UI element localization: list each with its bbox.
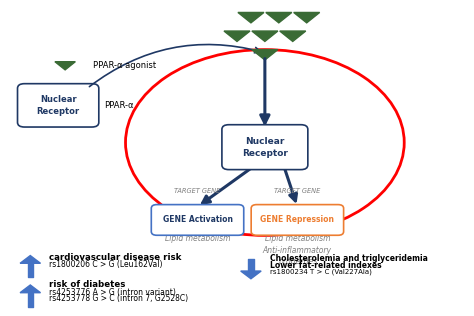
FancyBboxPatch shape (18, 84, 99, 127)
Polygon shape (20, 285, 40, 293)
Text: Nuclear
Receptor: Nuclear Receptor (36, 95, 80, 116)
Polygon shape (20, 256, 40, 263)
Text: rs4253778 G > C (intron 7, G2528C): rs4253778 G > C (intron 7, G2528C) (49, 294, 188, 303)
Polygon shape (252, 50, 278, 60)
Text: rs1800206 C > G (Leu162Val): rs1800206 C > G (Leu162Val) (49, 260, 163, 269)
Polygon shape (280, 31, 306, 41)
Polygon shape (266, 12, 292, 23)
Polygon shape (224, 31, 250, 41)
Text: cardiovascular disease risk: cardiovascular disease risk (49, 253, 182, 262)
Text: Lipid metabolism: Lipid metabolism (165, 234, 230, 243)
Polygon shape (241, 271, 261, 279)
Polygon shape (252, 31, 278, 41)
Text: GENE Repression: GENE Repression (260, 216, 334, 224)
Text: rs4253776 A > G (intron variant): rs4253776 A > G (intron variant) (49, 288, 176, 297)
Text: PPAR-α: PPAR-α (105, 101, 134, 110)
Text: Cholesterolemia and triglyceridemia: Cholesterolemia and triglyceridemia (270, 254, 428, 263)
Text: Lipid metabolism
Anti-inflammatory
properties: Lipid metabolism Anti-inflammatory prope… (263, 234, 332, 266)
Text: risk of diabetes: risk of diabetes (49, 281, 125, 289)
Text: rs1800234 T > C (Val227Ala): rs1800234 T > C (Val227Ala) (270, 268, 372, 275)
FancyBboxPatch shape (251, 204, 344, 235)
Text: Lower fat-related indexes: Lower fat-related indexes (270, 261, 381, 270)
Polygon shape (55, 62, 75, 70)
FancyBboxPatch shape (151, 204, 244, 235)
Text: PPAR-α agonist: PPAR-α agonist (93, 61, 156, 70)
Polygon shape (294, 12, 319, 23)
Text: GENE Activation: GENE Activation (163, 216, 233, 224)
Text: TARGET GENE: TARGET GENE (274, 188, 320, 194)
Polygon shape (238, 12, 264, 23)
Text: Nuclear
Receptor: Nuclear Receptor (242, 137, 288, 158)
Text: TARGET GENE: TARGET GENE (174, 188, 220, 194)
FancyBboxPatch shape (222, 125, 308, 170)
